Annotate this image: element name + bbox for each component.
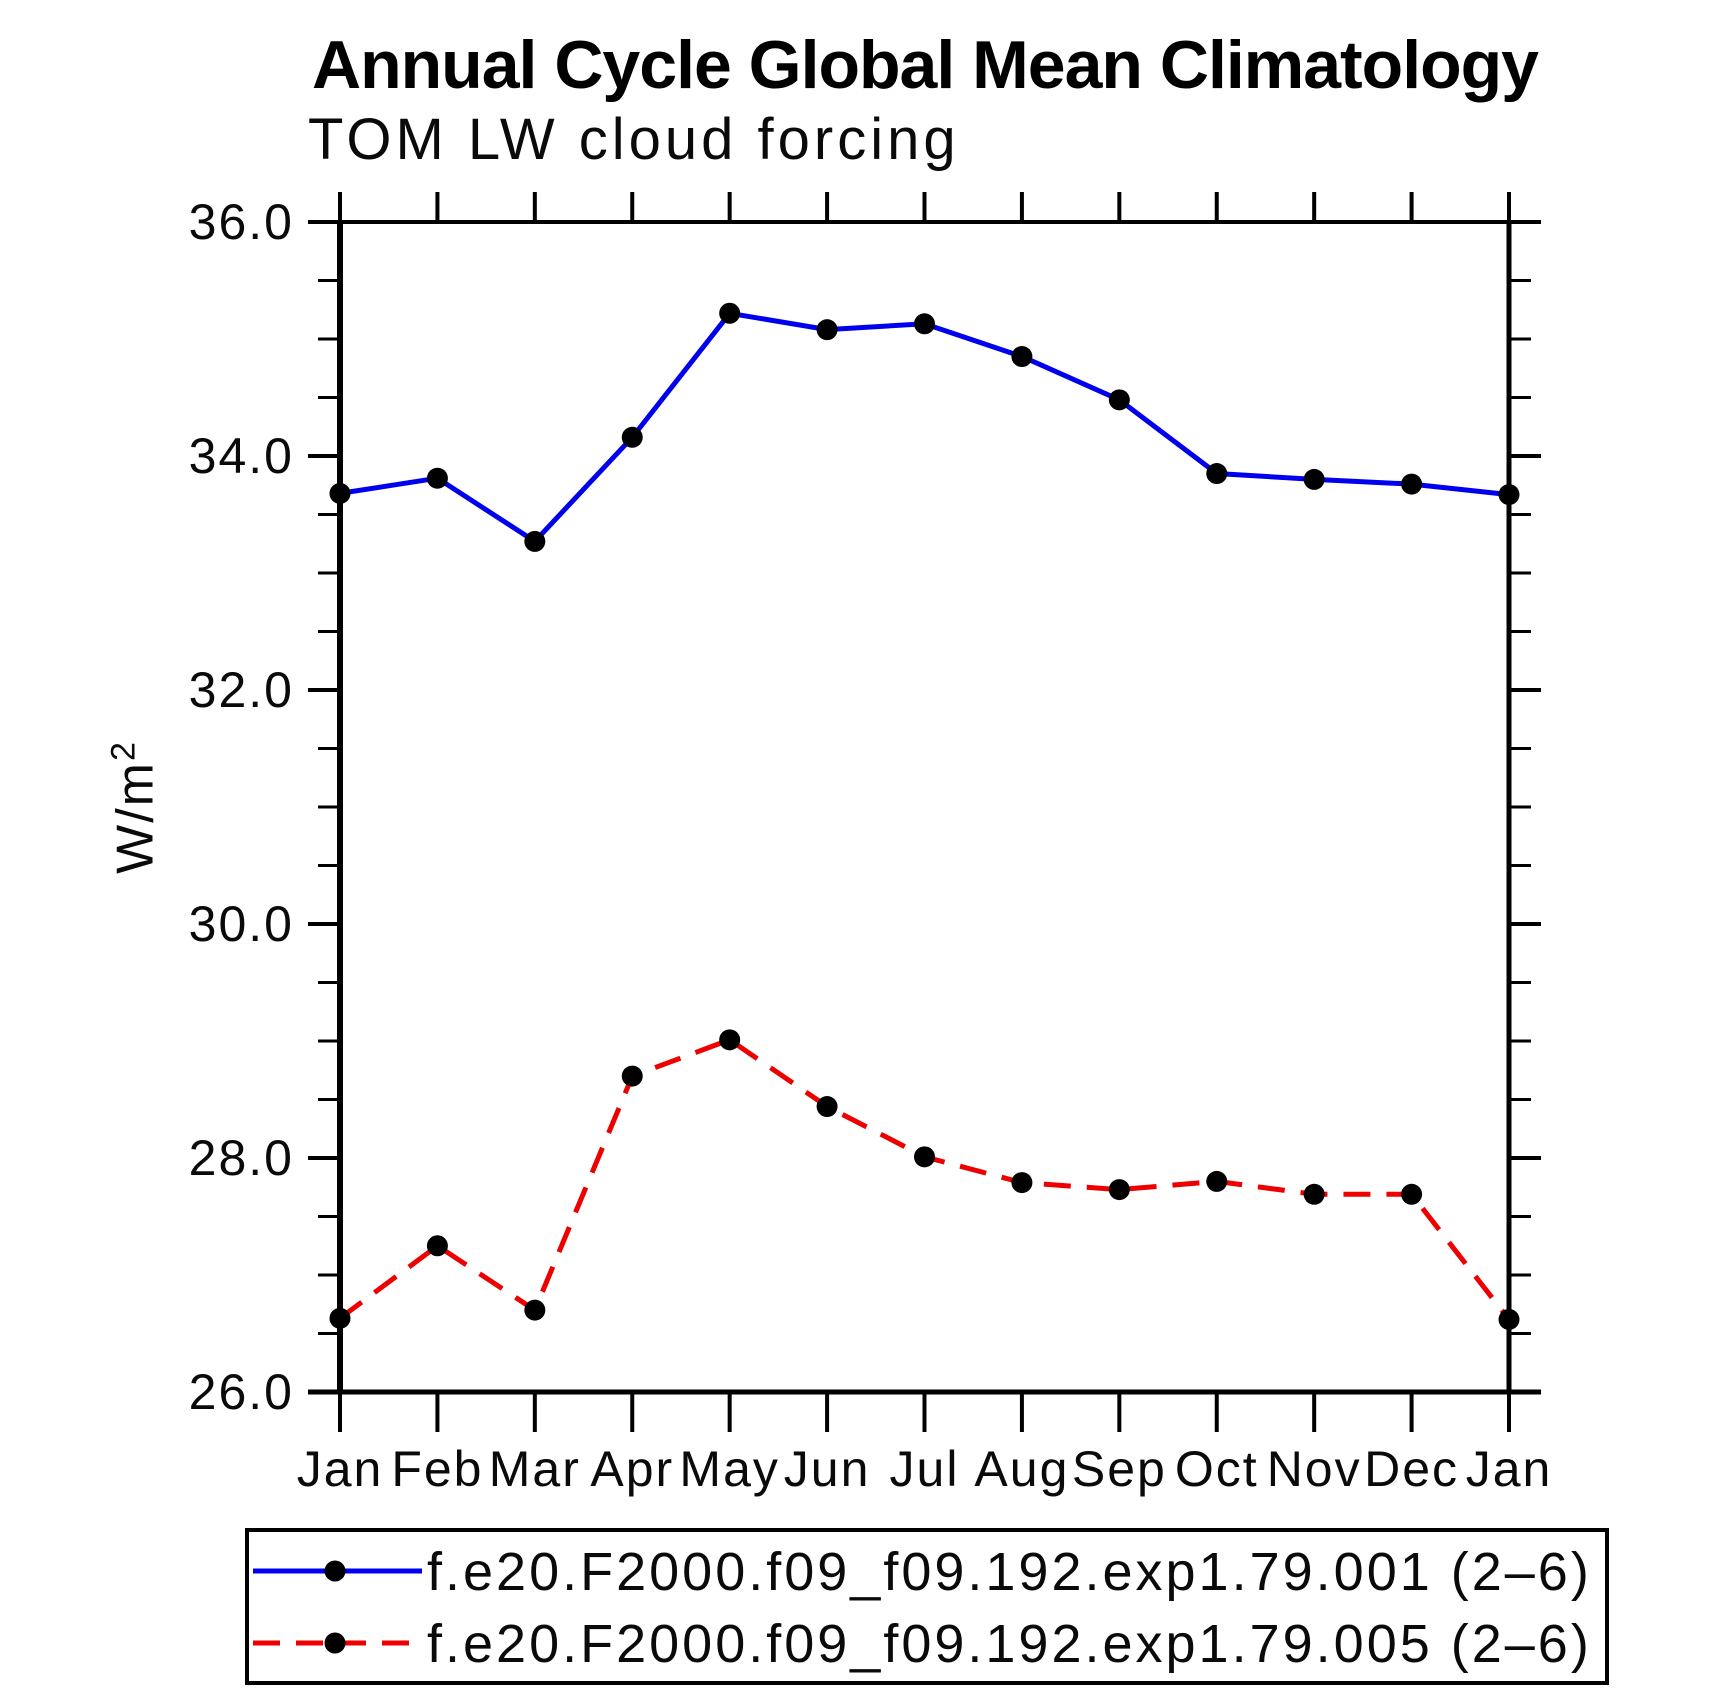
y-tick-label: 28.0: [189, 1130, 294, 1186]
chart-subtitle: TOM LW cloud forcing: [308, 107, 960, 172]
series-marker: [1108, 389, 1130, 411]
x-tick-label: Oct: [1175, 1441, 1259, 1497]
x-tick-label: Jan: [297, 1441, 384, 1497]
series-line-1: [339, 310, 1510, 545]
x-tick-label: Mar: [489, 1441, 581, 1497]
series-marker: [426, 467, 448, 489]
y-tick-label: 26.0: [189, 1364, 294, 1420]
legend-box: [245, 1528, 1609, 1685]
x-tick-label: Nov: [1267, 1441, 1362, 1497]
series-marker: [1303, 468, 1325, 490]
series-marker: [816, 1096, 838, 1118]
x-tick-label: Sep: [1072, 1441, 1167, 1497]
series-marker: [719, 1029, 741, 1051]
series-line-2: [338, 1037, 1511, 1322]
x-tick-label: Jul: [890, 1441, 960, 1497]
series-marker: [524, 530, 546, 552]
series-marker: [719, 302, 741, 324]
series-marker: [914, 313, 935, 335]
series-marker: [621, 426, 643, 448]
series-marker: [1401, 1183, 1423, 1205]
legend-marker-2: [324, 1632, 346, 1654]
series-marker: [816, 319, 838, 341]
series-marker: [1401, 473, 1423, 495]
y-tick-label: 34.0: [189, 428, 294, 484]
series-marker: [1303, 1183, 1325, 1205]
x-tick-label: Jan: [1466, 1441, 1553, 1497]
x-tick-label: Jun: [784, 1441, 871, 1497]
series-marker: [1498, 1308, 1520, 1330]
chart-title: Annual Cycle Global Mean Climatology: [312, 27, 1539, 103]
y-tick-label: 36.0: [189, 194, 294, 250]
series-marker: [621, 1065, 643, 1087]
series-marker: [1498, 484, 1520, 506]
series-marker: [524, 1299, 546, 1321]
series-marker: [1206, 463, 1228, 485]
series-marker: [329, 1307, 351, 1329]
series-marker: [329, 482, 351, 504]
x-tick-label: Apr: [590, 1441, 674, 1497]
x-tick-label: Feb: [391, 1441, 483, 1497]
series-marker: [914, 1146, 935, 1168]
series-marker: [1108, 1179, 1130, 1201]
x-tick-label: Dec: [1364, 1441, 1459, 1497]
y-tick-label: 32.0: [189, 662, 294, 718]
legend-label-2: f.e20.F2000.f09_f09.192.exp1.79.005 (2–6…: [427, 1614, 1592, 1674]
x-tick-label: May: [679, 1441, 779, 1497]
series-marker: [1206, 1170, 1228, 1192]
y-tick-label: 30.0: [189, 896, 294, 952]
x-tick-label: Aug: [974, 1441, 1069, 1497]
series-marker: [1011, 1172, 1033, 1194]
legend-marker-1: [324, 1560, 346, 1582]
series-marker: [426, 1235, 448, 1257]
series-marker: [1011, 346, 1033, 368]
legend-label-1: f.e20.F2000.f09_f09.192.exp1.79.001 (2–6…: [427, 1542, 1592, 1602]
